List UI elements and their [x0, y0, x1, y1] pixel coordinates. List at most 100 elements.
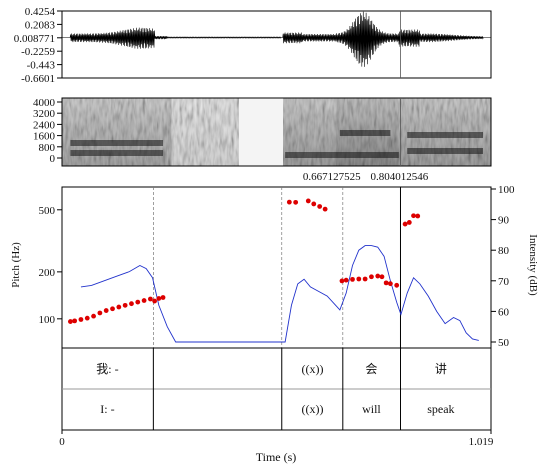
waveform-y-tick-label: -0.6601 [21, 73, 55, 85]
pitch-point [311, 201, 317, 207]
time-tick-label-end: 1.019 [469, 436, 494, 448]
cursor-time-label-end: 0.804012546 [370, 171, 428, 183]
pitch-panel-frame [61, 186, 492, 349]
pitch-point [394, 282, 400, 288]
pitch-point [343, 277, 349, 283]
pitch-point [375, 273, 381, 279]
spectrogram-region-shade [167, 98, 239, 166]
pitch-points [68, 198, 421, 324]
tier-boundaries [152, 348, 401, 430]
pitch-point [402, 221, 408, 227]
spectrogram-formant [70, 140, 164, 146]
boundary-lines [153, 187, 401, 348]
pitch-point [415, 213, 421, 219]
pitch-point [97, 310, 103, 316]
tier1-label-hui: 会 [365, 362, 377, 376]
waveform-y-tick-label: -0.443 [27, 60, 56, 72]
spectrogram-formant [407, 148, 484, 154]
spectrogram-y-tick-label: 4000 [33, 97, 56, 109]
pitch-point [110, 306, 115, 312]
pitch-point [135, 299, 141, 305]
pitch-axis-label: Pitch (Hz) [10, 242, 22, 288]
intensity-y-tick-label: 50 [498, 337, 510, 349]
intensity-y-tick-label: 60 [498, 306, 510, 318]
spectrogram-frame [61, 97, 492, 167]
spectrogram-y-tick-label: 2400 [33, 119, 56, 131]
pitch-point [383, 280, 389, 286]
waveform-frame [61, 10, 492, 79]
pitch-y-ticks: 100 200 500 [39, 205, 62, 326]
intensity-axis-label: Intensity (dB) [527, 234, 539, 296]
pitch-point [387, 281, 393, 287]
pitch-point [91, 313, 96, 319]
pitch-point [78, 317, 84, 322]
spectrogram-formant [407, 132, 484, 138]
pitch-point [369, 274, 374, 280]
tier1-label-wo: 我: - [96, 362, 118, 376]
pitch-point [72, 318, 78, 324]
spectrogram-y-tick-label: 0 [50, 153, 56, 165]
tier1-label-jiang: 讲 [435, 361, 447, 376]
pitch-y-tick-label: 100 [39, 314, 56, 326]
spectrogram-formant [339, 130, 391, 136]
tier2-label-speak: speak [427, 402, 454, 416]
tier2-label-will: will [362, 402, 381, 416]
tier-2-labels: I: - ((x)) will speak [100, 402, 454, 416]
tier1-label-unclear: ((x)) [302, 362, 324, 376]
pitch-point [411, 213, 416, 219]
time-axis-label: Time (s) [256, 450, 297, 464]
intensity-series-line [80, 245, 479, 343]
spectrogram-y-tick-label: 3200 [33, 108, 56, 120]
intensity-y-ticks: 50 60 70 80 90 100 [491, 184, 515, 349]
pitch-point [141, 298, 147, 303]
intensity-y-tick-label: 70 [498, 276, 510, 288]
pitch-point [103, 308, 109, 313]
pitch-point [379, 274, 385, 280]
pitch-point [356, 276, 362, 282]
pitch-point [122, 302, 128, 308]
pitch-point [152, 298, 158, 304]
waveform-y-tick-label: 0.008771 [14, 33, 55, 45]
intensity-y-tick-label: 80 [498, 245, 510, 257]
pitch-point [84, 315, 90, 321]
spectrogram-formant [70, 150, 164, 156]
pitch-point [148, 296, 153, 302]
pitch-y-tick-label: 200 [39, 267, 56, 279]
pitch-point [286, 199, 292, 205]
pitch-point [116, 304, 122, 310]
pitch-point [305, 198, 311, 204]
pitch-point [293, 199, 299, 205]
intensity-y-tick-label: 90 [498, 215, 510, 227]
pitch-point [129, 301, 134, 307]
pitch-point [160, 295, 166, 300]
pitch-point [156, 296, 162, 301]
pitch-intensity-panel: 100 200 500 50 60 70 80 90 100 Pitch (Hz) Inten… [10, 184, 539, 349]
pitch-point [362, 276, 368, 282]
waveform-trace [62, 11, 491, 67]
waveform-y-tick-label: -0.2259 [21, 46, 55, 58]
tier-1-labels: 我: - ((x)) 会 讲 [96, 361, 447, 376]
cursor-time-label-start: 0.667127525 [303, 171, 361, 183]
intensity-y-tick-label: 100 [498, 184, 515, 196]
tier2-label-unclear: ((x)) [302, 402, 324, 416]
cursor-labels: 0.667127525 0.804012546 [303, 171, 429, 183]
pitch-point [322, 206, 328, 212]
spectrogram-formant [285, 152, 399, 158]
waveform-y-tick-label: 0.4254 [25, 6, 56, 18]
pitch-point [339, 278, 345, 284]
spectrogram-y-tick-label: 1600 [33, 131, 56, 143]
pitch-point [350, 276, 355, 282]
spectrogram-y-tick-label: 800 [39, 142, 56, 154]
pitch-point [317, 204, 323, 209]
time-tick-label-start: 0 [59, 436, 65, 448]
textgrid: 我: - ((x)) 会 讲 I: - ((x)) will speak [61, 347, 492, 431]
pitch-point [406, 220, 412, 225]
time-axis: 0 1.019 Time (s) [59, 430, 494, 464]
pitch-point [68, 319, 73, 324]
spectrogram-energy [62, 98, 491, 166]
pitch-y-tick-label: 500 [39, 205, 56, 217]
